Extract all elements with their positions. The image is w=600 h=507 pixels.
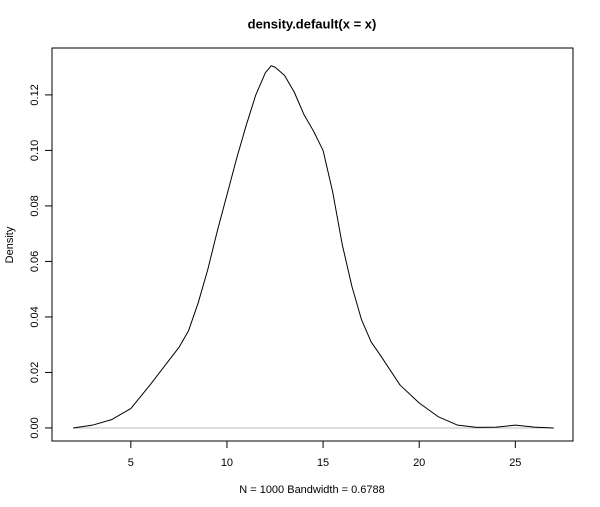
- y-axis-label: Density: [4, 226, 16, 263]
- x-tick-label: 5: [128, 457, 134, 469]
- plot-box: [51, 47, 574, 442]
- chart-title: density.default(x = x): [248, 16, 377, 31]
- y-tick-label: 0.10: [29, 140, 41, 161]
- y-tick-label: 0.06: [29, 251, 41, 272]
- y-tick-label: 0.04: [29, 306, 41, 327]
- y-tick-label: 0.02: [29, 362, 41, 383]
- x-tick-label: 15: [317, 457, 329, 469]
- y-tick-label: 0.12: [29, 84, 41, 105]
- x-axis-label: N = 1000 Bandwidth = 0.6788: [239, 484, 385, 496]
- x-tick-label: 10: [221, 457, 233, 469]
- density-line: [73, 65, 554, 429]
- y-tick-label: 0.00: [29, 417, 41, 438]
- y-tick-label: 0.08: [29, 195, 41, 216]
- x-tick-label: 20: [413, 457, 425, 469]
- x-tick-label: 25: [509, 457, 521, 469]
